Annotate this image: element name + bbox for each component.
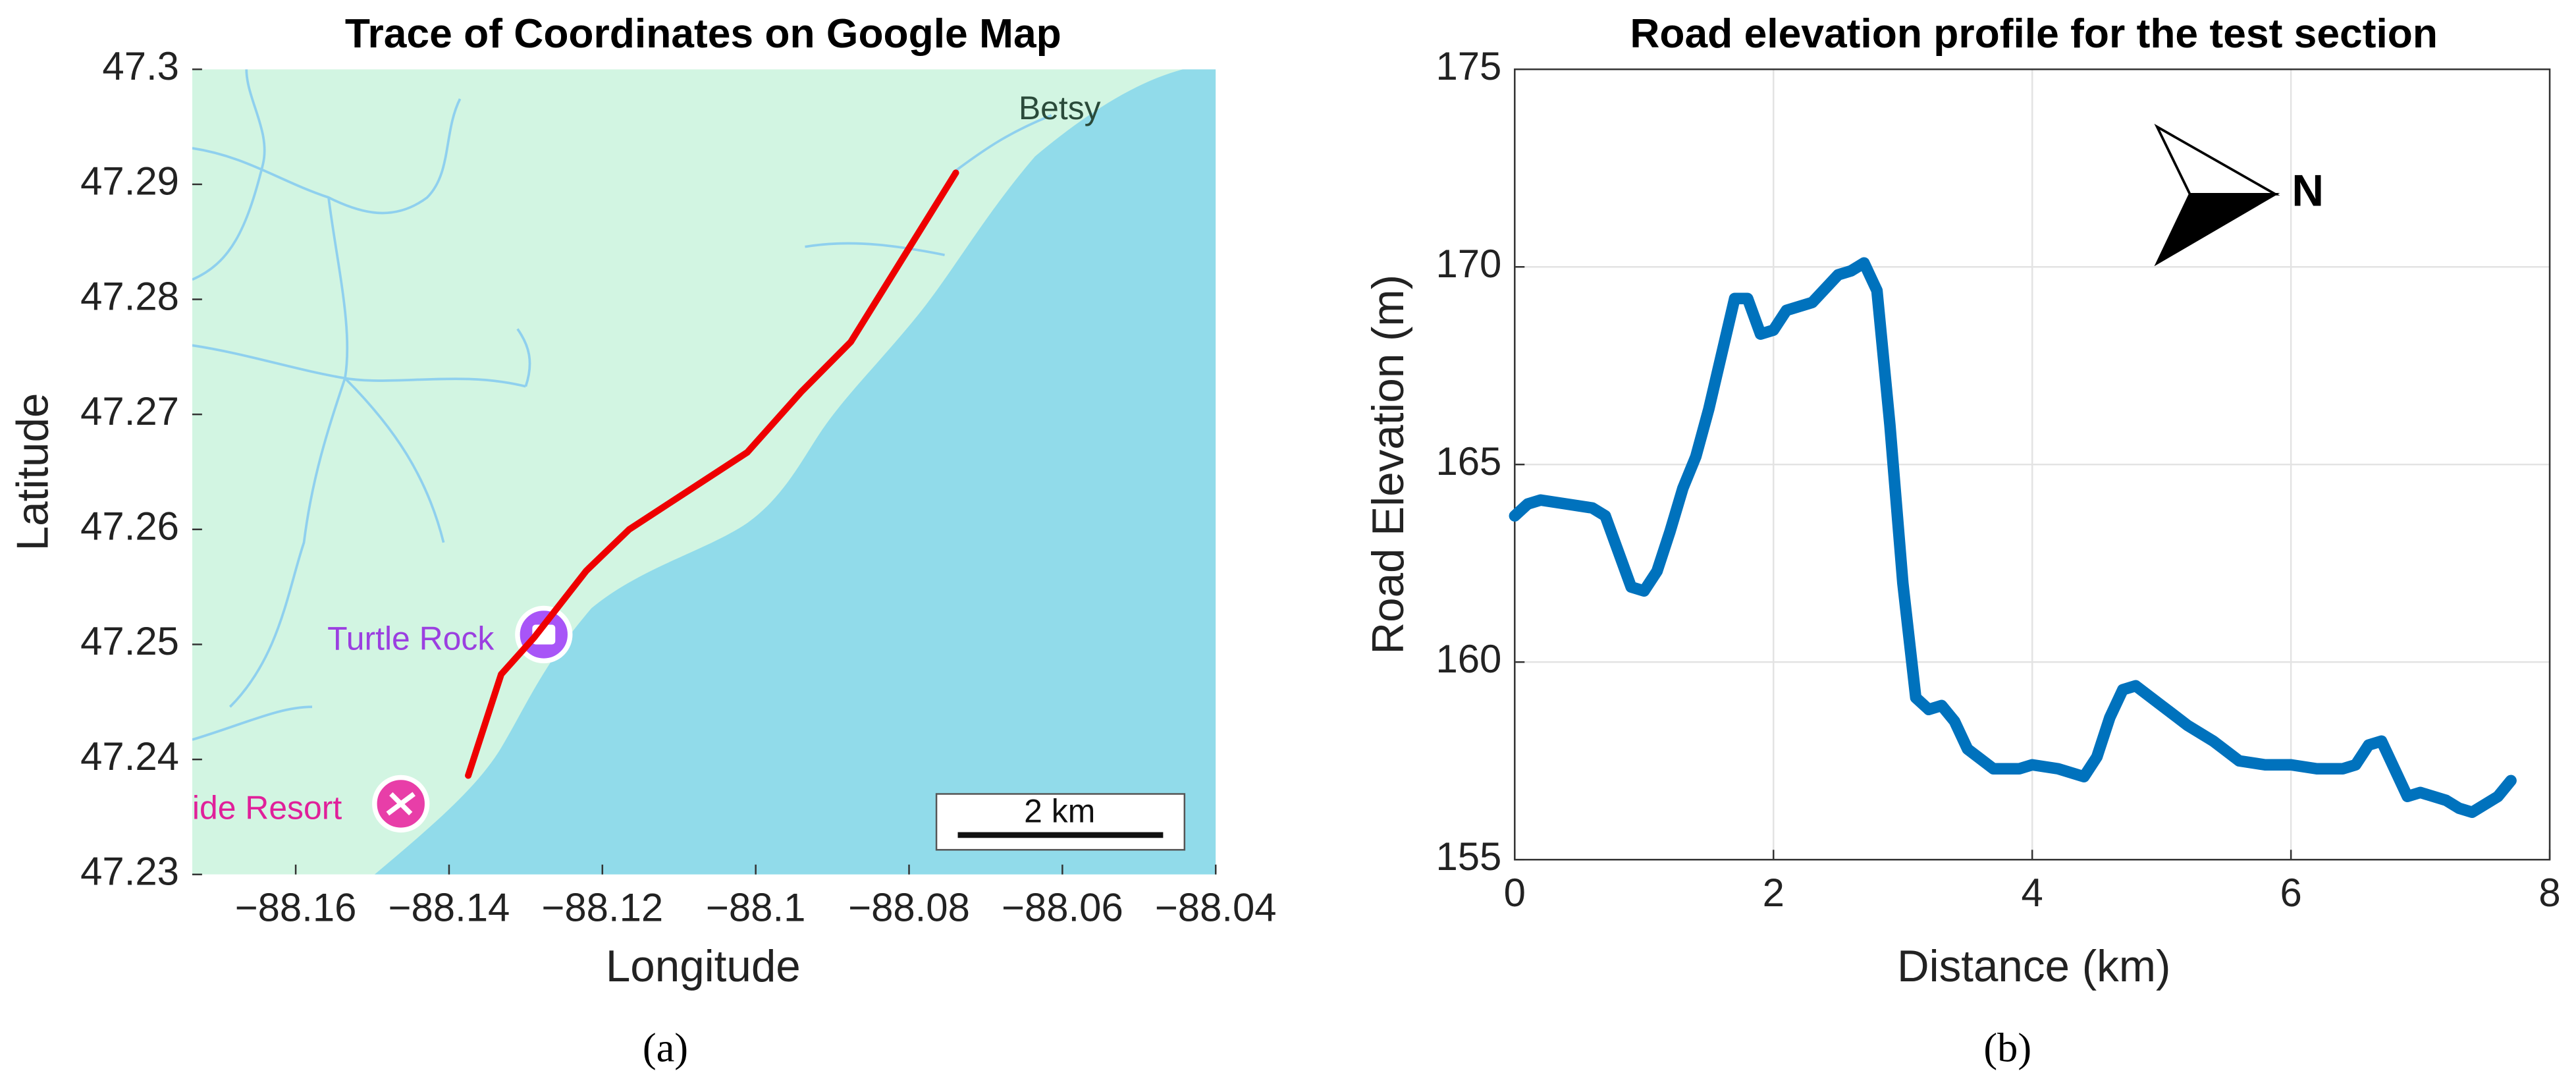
- annotation: Turtle Rock: [327, 620, 495, 657]
- y-tick-label: 47.27: [80, 389, 179, 433]
- y-tick-label: 170: [1436, 242, 1501, 286]
- x-axis-label: Distance (km): [1897, 942, 2170, 991]
- x-tick-label: −88.1: [706, 885, 805, 929]
- annotation: N: [2292, 167, 2324, 216]
- y-tick-label: 47.3: [102, 44, 179, 88]
- y-tick-label: 47.28: [80, 274, 179, 318]
- annotation: 2 km: [1024, 793, 1095, 830]
- y-axis-label: Road Elevation (m): [1364, 275, 1413, 655]
- x-axis-label: Longitude: [606, 942, 801, 991]
- y-tick-label: 47.24: [80, 734, 179, 778]
- compass: [2154, 123, 2280, 267]
- y-axis-label: Latitude: [9, 393, 58, 551]
- y-tick-label: 165: [1436, 439, 1501, 483]
- data-line: [465, 169, 959, 779]
- x-tick-label: −88.08: [848, 885, 970, 929]
- plot-frame: [1514, 68, 2551, 861]
- chart-title: Trace of Coordinates on Google Map: [345, 11, 1061, 57]
- x-tick-label: −88.04: [1155, 885, 1277, 929]
- x-tick-label: −88.16: [235, 885, 357, 929]
- caption: (a): [643, 1025, 688, 1070]
- data-line: [1509, 257, 2517, 819]
- x-tick-label: −88.14: [389, 885, 510, 929]
- y-tick-label: 47.25: [80, 619, 179, 663]
- x-tick-label: 8: [2538, 871, 2560, 915]
- y-tick-label: 47.23: [80, 850, 179, 894]
- x-tick-label: 2: [1763, 871, 1784, 915]
- x-tick-label: 0: [1504, 871, 1526, 915]
- y-tick-label: 47.26: [80, 504, 179, 549]
- x-tick-label: 6: [2280, 871, 2301, 915]
- x-tick-label: −88.12: [541, 885, 663, 929]
- annotation: ide Resort: [192, 790, 342, 827]
- x-tick-label: 4: [2022, 871, 2043, 915]
- chart-title: Road elevation profile for the test sect…: [1630, 11, 2438, 57]
- y-tick-label: 175: [1436, 44, 1501, 88]
- y-tick-label: 47.29: [80, 159, 179, 204]
- annotation: Betsy: [1019, 90, 1101, 126]
- y-tick-label: 160: [1436, 637, 1501, 681]
- x-tick-label: −88.06: [1002, 885, 1123, 929]
- caption: (b): [1983, 1025, 2031, 1070]
- y-tick-label: 155: [1436, 834, 1501, 879]
- map-background: [192, 69, 1216, 875]
